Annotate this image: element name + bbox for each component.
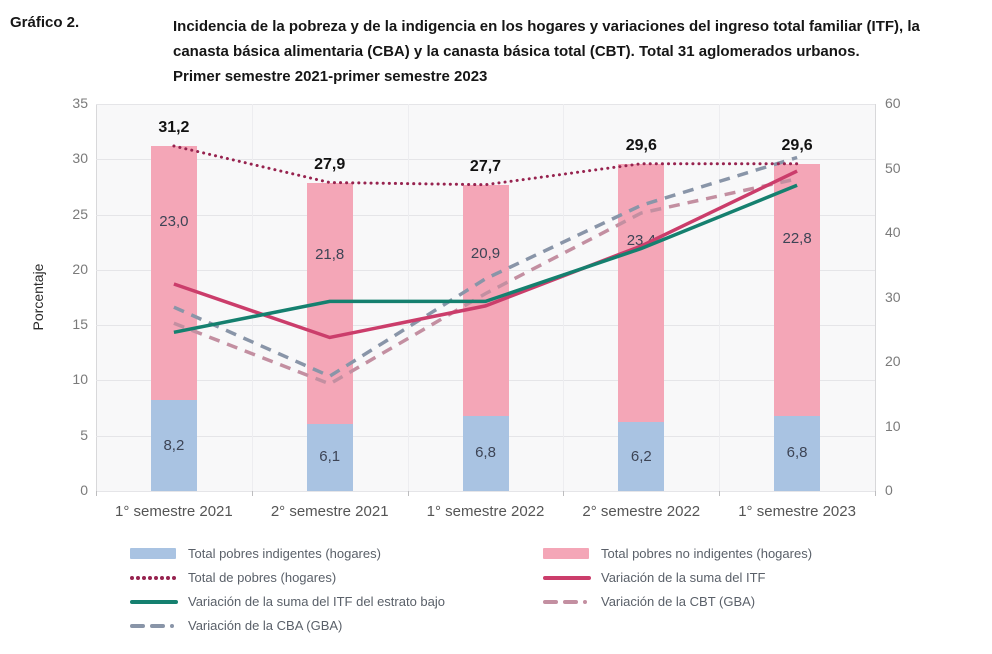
legend-item-total-pobres-no-indigentes-hogares: Total pobres no indigentes (hogares) [543,545,812,562]
gridline-horizontal [96,104,875,105]
bar-value-label: 6,8 [475,444,496,462]
left-axis-tick-label: 0 [80,482,88,498]
legend-column-1: Total pobres indigentes (hogares) Total d… [130,545,445,641]
right-axis-tick-label: 60 [885,95,901,111]
left-axis-tick-label: 20 [72,260,88,277]
x-axis-tick [875,491,876,496]
legend-item-variaci-n-de-la-suma-del-itf-del-estrato-bajo: Variación de la suma del ITF del estrato… [130,593,445,610]
total-value-label: 27,9 [314,155,346,173]
gridline-vertical [719,104,721,491]
gridline-horizontal [96,491,875,492]
legend-item-variaci-n-de-la-cba-gba: Variación de la CBA (GBA) [130,617,445,634]
x-axis-tick [719,491,721,496]
right-axis-tick-label: 10 [885,417,901,434]
legend-dashed-marker-icon [130,623,180,628]
left-axis-tick-label: 25 [72,205,88,222]
legend-label: Total de pobres (hogares) [188,570,337,585]
legend-dashed-marker-icon [543,599,593,604]
x-axis-label: 2° semestre 2021 [270,503,389,520]
figure-title-line1: Incidencia de la pobreza y de la indigen… [173,18,920,35]
legend-label: Total pobres indigentes (hogares) [188,546,381,561]
legend-label: Variación de la CBT (GBA) [601,594,756,609]
bar-value-label: 6,2 [630,447,652,465]
x-axis-label: 1° semestre 2022 [426,503,545,520]
bar-value-label: 20,9 [470,245,501,263]
right-axis-tick-label: 0 [885,482,893,498]
figure-title-line2: canasta básica alimentaria (CBA) y la ca… [173,43,860,60]
total-value-label: 27,7 [469,157,502,175]
figure-title-line3: Primer semestre 2021-primer semestre 202… [173,68,488,85]
right-axis-tick-label: 20 [885,353,901,369]
x-axis-label: 1° semestre 2021 [115,503,233,520]
total-value-label: 29,6 [625,136,657,154]
legend-dotted-marker-icon [130,575,180,580]
x-axis-label: 2° semestre 2022 [582,503,701,520]
right-axis-tick-label: 30 [885,288,901,305]
total-value-label: 29,6 [781,136,813,154]
bar-value-label: 23,0 [159,213,189,231]
left-axis-tick-label: 30 [72,150,88,167]
x-axis-tick [563,491,565,496]
right-axis-tick-label: 50 [885,159,901,176]
bar-value-label: 6,8 [786,444,808,462]
gridline-vertical [251,104,253,491]
bar-segment-total-pobres-indigentes-hogares [618,422,665,491]
left-axis-tick-label: 15 [72,316,88,333]
figure-title: Incidencia de la pobreza y de la indigen… [173,14,988,89]
legend-item-total-de-pobres-hogares: Total de pobres (hogares) [130,569,445,586]
legend-label: Variación de la suma del ITF del estrato… [188,594,446,609]
left-axis-tick-label: 10 [72,371,88,388]
gridline-vertical [407,104,409,491]
figure-label: Gráfico 2. [10,14,80,31]
legend-item-variaci-n-de-la-cbt-gba: Variación de la CBT (GBA) [543,593,812,610]
bar-segment-total-pobres-no-indigentes-hogares [306,182,353,424]
bar-value-label: 22,8 [782,230,812,248]
x-axis-tick [251,491,253,496]
left-axis-tick-label: 5 [80,426,88,443]
bar-segment-total-pobres-no-indigentes-hogares [618,163,665,423]
legend-item-variaci-n-de-la-suma-del-itf: Variación de la suma del ITF [543,569,812,586]
bar-value-label: 6,1 [319,448,341,466]
bar-segment-total-pobres-indigentes-hogares [462,415,509,491]
legend-item-total-pobres-indigentes-hogares: Total pobres indigentes (hogares) [130,545,445,562]
bar-segment-total-pobres-indigentes-hogares [150,400,197,491]
right-axis-tick-label: 40 [885,224,901,240]
bar-segment-total-pobres-no-indigentes-hogares [462,184,509,416]
x-axis-tick [96,491,97,496]
bar-value-label: 21,8 [315,245,345,263]
x-axis-label: 1° semestre 2023 [738,503,856,520]
bar-value-label: 8,2 [163,436,185,454]
gridline-vertical [563,104,565,491]
bar-segment-total-pobres-no-indigentes-hogares [774,163,821,416]
bar-value-label: 23,4 [626,232,656,250]
total-value-label: 31,2 [158,119,190,137]
legend-bar-marker-icon [543,548,593,559]
legend-solid-marker-icon [543,575,593,580]
bar-segment-total-pobres-no-indigentes-hogares [150,146,197,401]
legend-solid-marker-icon [130,599,180,604]
legend-label: Variación de la suma del ITF [601,570,766,585]
x-axis-tick [407,491,409,496]
bar-segment-total-pobres-indigentes-hogares [306,423,353,491]
left-axis-tick-label: 35 [72,95,88,111]
bar-segment-total-pobres-indigentes-hogares [774,415,821,491]
legend-column-2: Total pobres no indigentes (hogares) Vari… [543,545,812,617]
legend-label: Total pobres no indigentes (hogares) [601,546,813,561]
legend-label: Variación de la CBA (GBA) [188,618,343,633]
legend-bar-marker-icon [130,548,180,559]
